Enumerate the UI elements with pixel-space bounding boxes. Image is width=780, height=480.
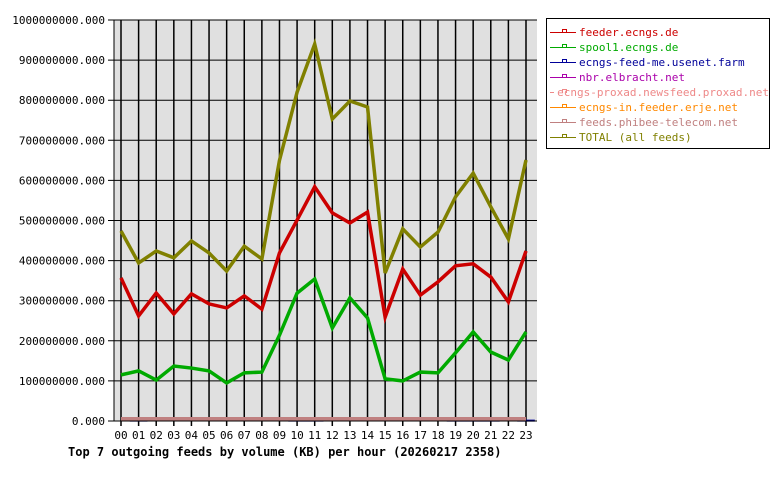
x-tick-label: 17: [414, 429, 427, 442]
x-tick-label: 13: [343, 429, 356, 442]
y-tick-label: 300000000.000: [19, 295, 105, 308]
legend-label: nbr.elbracht.net: [579, 71, 685, 84]
legend-line-marker-icon: [550, 28, 576, 37]
x-tick-label: 12: [326, 429, 339, 442]
y-tick-label: 100000000.000: [19, 375, 105, 388]
series-line: [120, 276, 528, 385]
x-tick-label: 19: [449, 429, 462, 442]
x-axis-ticks: 00 01 02 03 04 05 06 07 08 09 10 11 12 13 14 15 16 17 18 19…: [114, 429, 532, 442]
series-line: [119, 37, 528, 274]
y-tick-label: 1000000000.000: [12, 14, 105, 27]
legend-line-marker-icon: [550, 88, 568, 97]
legend-label: feeder.ecngs.de: [579, 26, 679, 39]
x-tick-label: 15: [379, 429, 392, 442]
y-tick-label: 900000000.000: [19, 54, 105, 67]
legend-line-marker-icon: [550, 58, 576, 67]
y-tick-label: 700000000.000: [19, 134, 105, 147]
y-tick-label: 500000000.000: [19, 215, 105, 228]
x-tick-label: 16: [396, 429, 409, 442]
y-tick-label: 0.000: [72, 415, 105, 428]
legend-line-marker-icon: [550, 73, 576, 82]
legend: feeder.ecngs.de spool1.ecngs.de ecngs-feed…: [546, 18, 770, 149]
y-tick-label: 200000000.000: [19, 335, 105, 348]
x-tick-label: 00: [114, 429, 127, 442]
chart-caption: Top 7 outgoing feeds by volume (KB) per …: [68, 445, 502, 459]
x-tick-label: 10: [290, 429, 303, 442]
y-tick-label: 800000000.000: [19, 94, 105, 107]
x-tick-label: 23: [519, 429, 532, 442]
legend-line-marker-icon: [550, 103, 576, 112]
legend-item: spool1.ecngs.de: [547, 40, 769, 55]
y-axis-ticks: 0.000 100000000.000 200000000.000 300000000…: [12, 14, 105, 428]
x-tick-label: 01: [132, 429, 145, 442]
x-tick-label: 03: [167, 429, 180, 442]
x-tick-label: 22: [502, 429, 515, 442]
legend-label: ecngs-proxad.newsfeed.proxad.net: [557, 86, 769, 99]
x-tick-label: 18: [431, 429, 444, 442]
legend-label: ecngs-feed-me.usenet.farm: [579, 56, 745, 69]
series-line: [119, 183, 528, 324]
x-tick-label: 06: [220, 429, 233, 442]
legend-label: ecngs-in.feeder.erje.net: [579, 101, 738, 114]
legend-item: feeds.phibee-telecom.net: [547, 115, 769, 130]
x-tick-label: 04: [185, 429, 199, 442]
legend-item: nbr.elbracht.net: [547, 70, 769, 85]
y-tick-label: 400000000.000: [19, 255, 105, 268]
x-tick-label: 07: [238, 429, 251, 442]
legend-item: ecngs-in.feeder.erje.net: [547, 100, 769, 115]
y-tick-label: 600000000.000: [19, 174, 105, 187]
x-tick-label: 09: [273, 429, 286, 442]
x-tick-label: 11: [308, 429, 321, 442]
legend-item: ecngs-proxad.newsfeed.proxad.net: [547, 85, 769, 100]
legend-item: feeder.ecngs.de: [547, 25, 769, 40]
x-tick-label: 20: [467, 429, 480, 442]
x-tick-label: 21: [484, 429, 497, 442]
legend-item: TOTAL (all feeds): [547, 130, 769, 145]
x-tick-label: 02: [150, 429, 163, 442]
legend-label: spool1.ecngs.de: [579, 41, 679, 54]
legend-line-marker-icon: [550, 118, 576, 127]
legend-label: TOTAL (all feeds): [579, 131, 692, 144]
x-tick-label: 08: [255, 429, 268, 442]
x-tick-label: 05: [202, 429, 215, 442]
legend-item: ecngs-feed-me.usenet.farm: [547, 55, 769, 70]
legend-line-marker-icon: [550, 43, 576, 52]
x-tick-label: 14: [361, 429, 375, 442]
legend-label: feeds.phibee-telecom.net: [579, 116, 738, 129]
legend-line-marker-icon: [550, 133, 576, 142]
